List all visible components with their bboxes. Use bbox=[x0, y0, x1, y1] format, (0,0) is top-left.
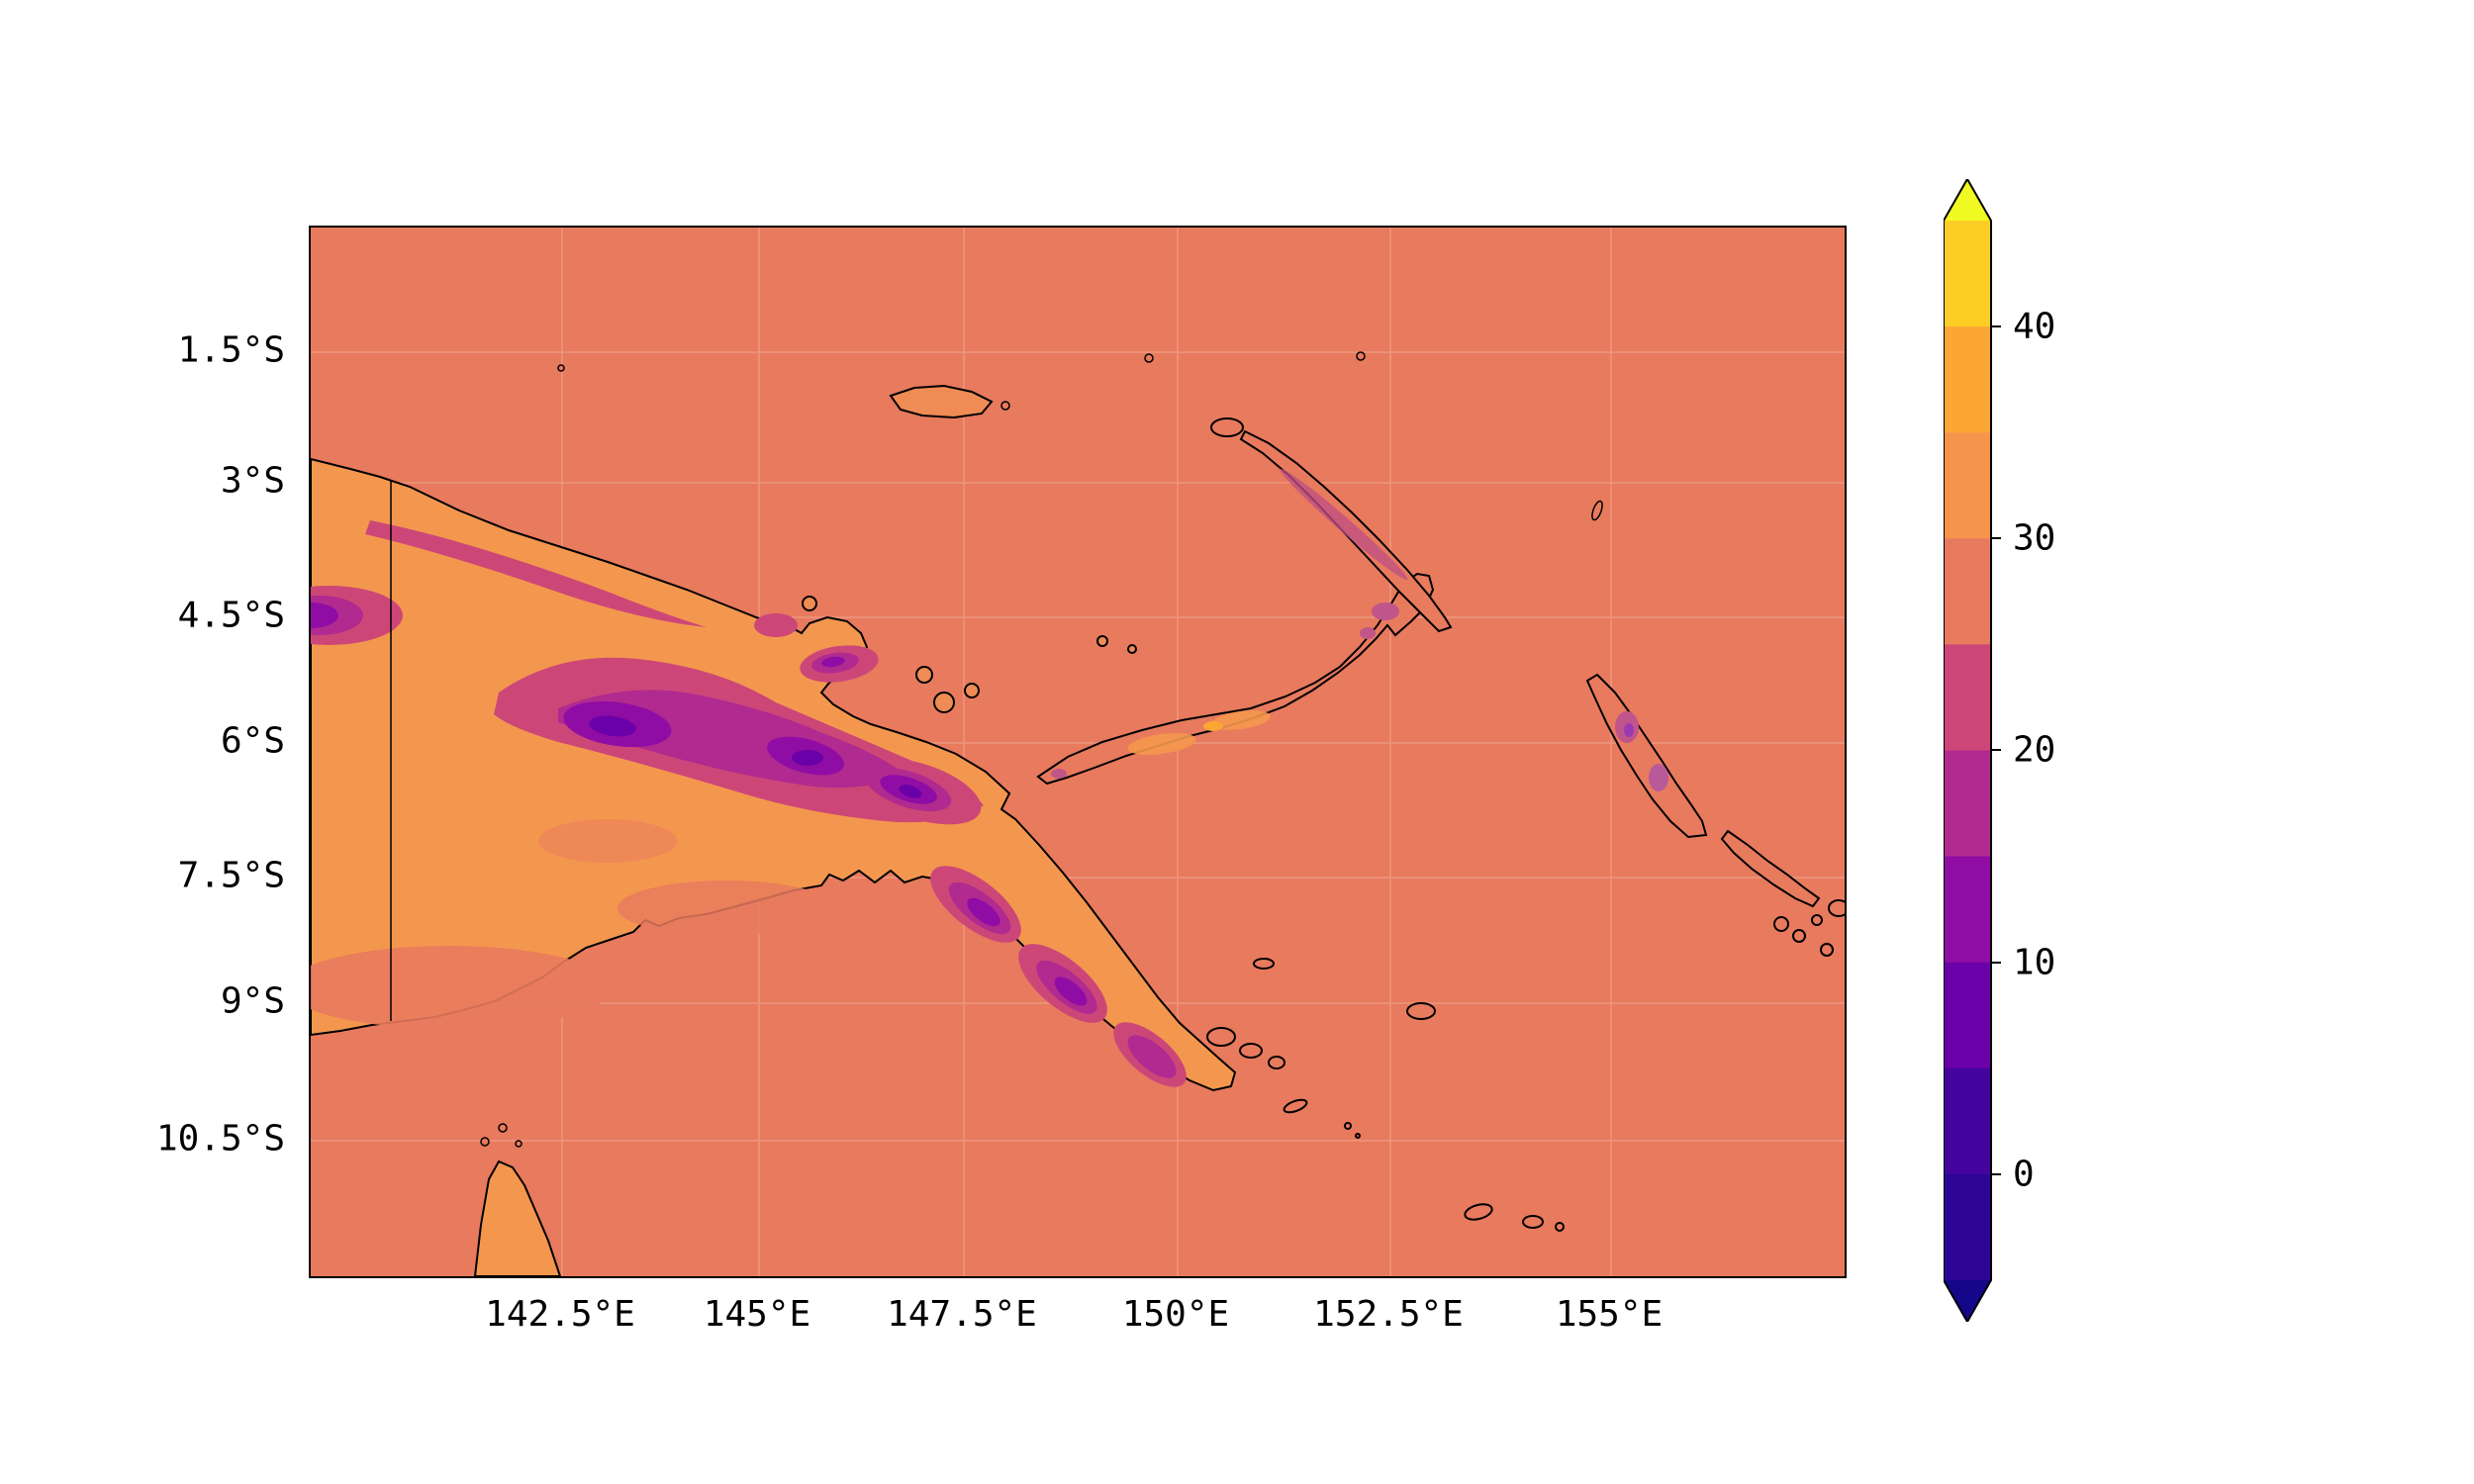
new-hanover-island bbox=[1210, 417, 1244, 437]
temperature-map bbox=[311, 228, 1845, 1276]
y-tick-label: 10.5°S bbox=[155, 1118, 285, 1159]
colorbar-tick-label: 0 bbox=[2013, 1154, 2035, 1195]
manus-island bbox=[889, 384, 994, 419]
choiseul-island bbox=[1720, 829, 1821, 908]
colorbar bbox=[1943, 176, 2001, 1325]
highlands-contour-core bbox=[589, 715, 922, 798]
y-tick-label: 6°S bbox=[220, 720, 285, 762]
lowland-cool-patches bbox=[311, 819, 835, 1029]
y-tick-label: 4.5°S bbox=[177, 595, 285, 636]
colorbar-tick-label: 30 bbox=[2013, 517, 2056, 559]
new-ireland-ridge-patch bbox=[1280, 468, 1408, 581]
small-island bbox=[1000, 401, 1010, 411]
colorbar-tick-label: 40 bbox=[2013, 306, 2056, 347]
shortland-islands bbox=[1773, 899, 1845, 957]
colorbar-svg bbox=[1943, 176, 2001, 1325]
colorbar-tick-marks bbox=[1991, 325, 2001, 1175]
x-tick-label: 142.5°E bbox=[485, 1294, 635, 1335]
bougainville-island bbox=[1585, 673, 1708, 839]
x-tick-label: 150°E bbox=[1121, 1294, 1230, 1335]
map-plot bbox=[309, 226, 1847, 1278]
bougainville-interior-patches bbox=[1615, 711, 1668, 791]
small-northern-islands bbox=[557, 351, 1603, 521]
colorbar-tick-label: 20 bbox=[2013, 729, 2056, 771]
x-tick-label: 145°E bbox=[703, 1294, 811, 1335]
colorbar-arrow-up bbox=[1944, 179, 1991, 221]
y-tick-label: 3°S bbox=[220, 460, 285, 502]
y-tick-label: 9°S bbox=[220, 980, 285, 1022]
vitiaz-strait-islands bbox=[802, 596, 1137, 713]
new-britain-interior-patches bbox=[1051, 603, 1399, 779]
x-tick-label: 152.5°E bbox=[1313, 1294, 1464, 1335]
milne-bay-islands bbox=[1206, 958, 1436, 1139]
x-tick-label: 155°E bbox=[1555, 1294, 1664, 1335]
cape-york-peninsula bbox=[473, 1159, 562, 1276]
y-tick-label: 1.5°S bbox=[177, 329, 285, 371]
y-tick-label: 7.5°S bbox=[177, 855, 285, 896]
torres-strait-islets bbox=[480, 1123, 523, 1148]
colorbar-tick-label: 10 bbox=[2013, 942, 2056, 983]
louisiade-islands bbox=[1464, 1203, 1565, 1232]
colorbar-arrow-down bbox=[1944, 1280, 1991, 1322]
colorbar-bands bbox=[1944, 221, 1991, 1281]
x-tick-label: 147.5°E bbox=[887, 1294, 1037, 1335]
highlands-contour-10 bbox=[311, 603, 1088, 1006]
